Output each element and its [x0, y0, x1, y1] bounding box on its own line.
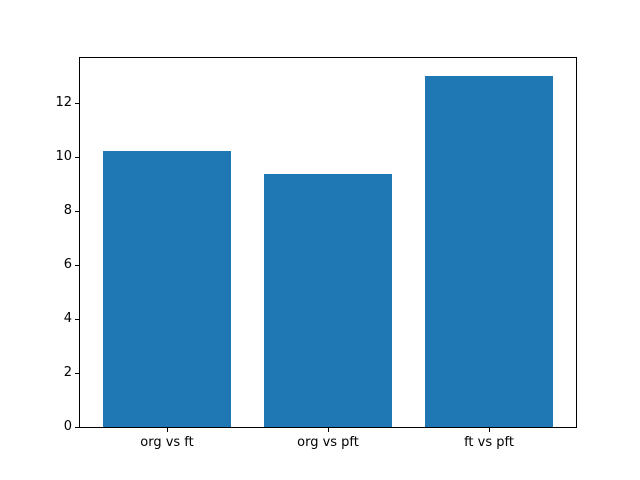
y-tick-mark: [75, 319, 79, 320]
bar: [263, 174, 393, 427]
y-tick-mark: [75, 373, 79, 374]
y-tick-label: 10: [55, 149, 72, 164]
y-tick-label: 4: [63, 311, 72, 326]
y-tick-label: 2: [63, 365, 72, 380]
x-tick-label: org vs ft: [140, 435, 194, 450]
x-tick-mark: [328, 428, 329, 432]
bar: [424, 75, 554, 427]
x-tick-mark: [489, 428, 490, 432]
x-tick-label: ft vs pft: [464, 435, 514, 450]
y-tick-label: 6: [63, 257, 72, 272]
y-tick-label: 12: [55, 95, 72, 110]
x-tick-mark: [167, 428, 168, 432]
y-tick-label: 8: [63, 203, 72, 218]
y-tick-mark: [75, 265, 79, 266]
y-tick-mark: [75, 211, 79, 212]
bar: [102, 151, 232, 427]
y-tick-mark: [75, 103, 79, 104]
x-tick-label: org vs pft: [297, 435, 359, 450]
y-tick-label: 0: [63, 419, 72, 434]
plot-area: [79, 57, 577, 428]
y-tick-mark: [75, 427, 79, 428]
y-tick-mark: [75, 157, 79, 158]
